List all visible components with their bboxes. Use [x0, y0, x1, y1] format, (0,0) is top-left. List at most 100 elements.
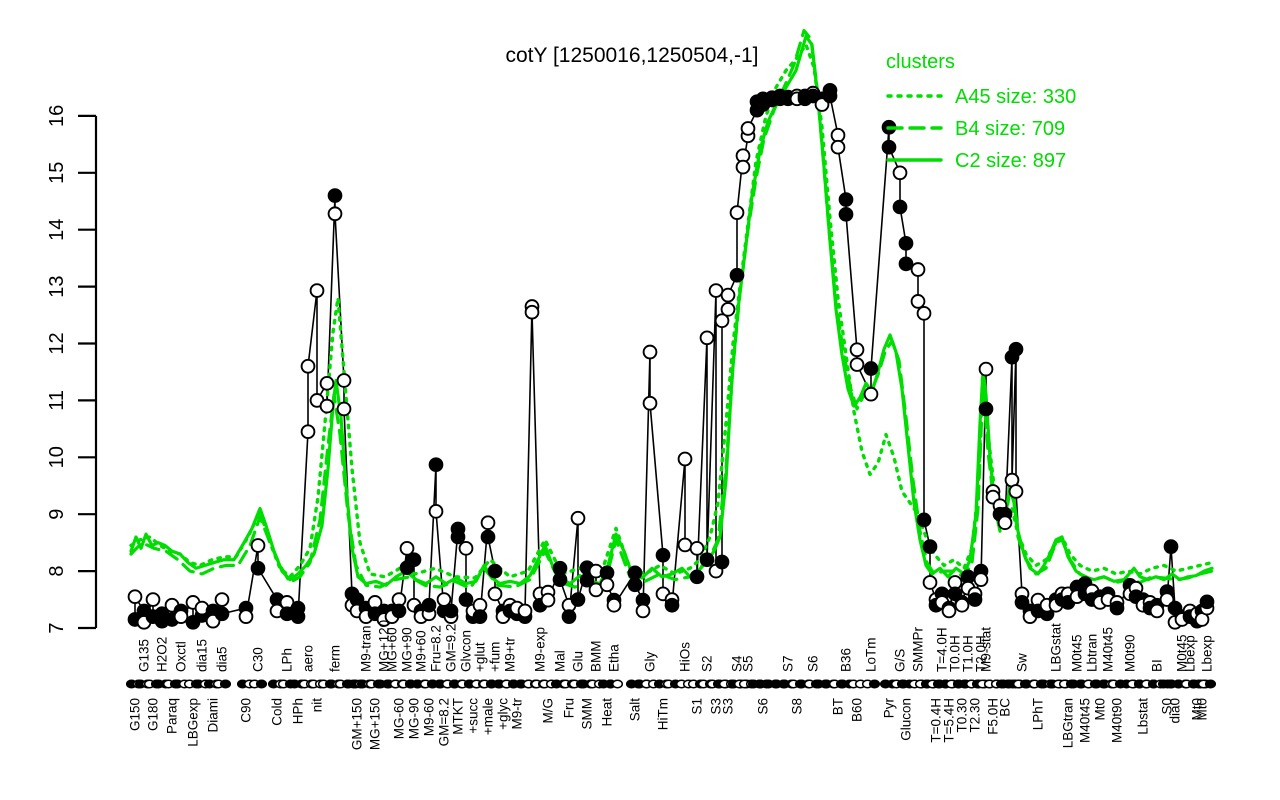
x-axis-condition-label: S5	[741, 655, 756, 672]
x-axis-condition-label: Heat	[600, 698, 615, 727]
x-axis-condition-label: S8	[790, 698, 805, 715]
x-axis-condition-label: HiTm	[656, 698, 671, 730]
chart-title: cotY [1250016,1250504,-1]	[506, 44, 759, 67]
x-axis-condition-label: MG+120	[377, 620, 392, 672]
x-axis-condition-label: GM=9.2	[444, 624, 459, 672]
open-data-point	[714, 313, 730, 329]
x-axis-condition-label: Lbexp	[1200, 635, 1215, 672]
x-axis-condition-label: Etha	[607, 644, 622, 672]
x-axis-condition-label: G150	[128, 698, 143, 731]
filled-data-point	[892, 199, 908, 215]
legend-item-b4: B4 size: 709	[886, 118, 1065, 140]
x-axis-condition-label: Paraq	[165, 698, 180, 734]
filled-data-point	[472, 609, 488, 624]
y-axis: 7 8 9 10 11 12 13 14 15 16	[46, 105, 98, 634]
open-data-point	[238, 609, 254, 624]
open-data-point	[735, 159, 751, 175]
x-axis-condition-label: BC	[998, 698, 1013, 717]
open-data-point	[978, 361, 994, 377]
filled-data-point	[421, 597, 437, 613]
filled-data-point	[967, 592, 983, 607]
open-data-point	[740, 121, 756, 136]
open-data-point	[954, 597, 970, 613]
cluster-lines-layer	[129, 28, 1214, 590]
x-axis-labels-layer: G150 G135 G180 H2O2 Paraq Oxctl LBGexp dia15 Dia…	[128, 620, 1215, 750]
y-axis-tick-label: 9	[46, 509, 68, 520]
x-axis-condition-label: M9-60	[422, 698, 437, 736]
open-data-point	[830, 139, 846, 155]
open-data-point	[599, 577, 615, 593]
x-axis-condition-label: M40t90	[1110, 698, 1125, 743]
x-axis-condition-label: MG+90	[400, 627, 415, 672]
filled-data-point	[699, 552, 715, 568]
x-axis-condition-label: M0t90	[1123, 634, 1138, 672]
y-axis-tick-label: 15	[46, 162, 68, 184]
x-axis-condition-label: MG-90	[407, 698, 422, 739]
legend-title: clusters	[886, 51, 955, 73]
y-axis-tick-label: 13	[46, 275, 68, 297]
x-axis-condition-label: M0t45	[1070, 634, 1085, 672]
filled-data-point	[898, 256, 914, 272]
x-axis-condition-label: M9+60	[414, 630, 429, 672]
x-axis-condition-label: SMMPr	[911, 627, 926, 673]
x-axis-condition-label: T=4.0H	[935, 627, 950, 672]
filled-data-point	[327, 188, 343, 203]
x-axis-condition-label: LPhT	[1031, 698, 1046, 730]
x-axis-condition-label: M40t45	[1078, 698, 1093, 743]
x-axis-condition-label: Salt	[628, 698, 643, 722]
open-data-point	[642, 344, 658, 360]
x-axis-condition-label: S3	[709, 698, 724, 715]
filled-data-point	[214, 606, 230, 622]
y-axis-tick-label: 12	[46, 332, 68, 354]
open-data-point	[642, 395, 658, 411]
x-axis-condition-label: BI	[1150, 659, 1165, 672]
filled-data-point	[250, 560, 266, 576]
open-data-point	[997, 515, 1013, 531]
open-data-point	[336, 401, 352, 417]
open-data-point	[570, 510, 586, 526]
x-axis-condition-label: S7	[781, 655, 796, 672]
open-data-point	[173, 609, 189, 624]
filled-data-point	[480, 529, 496, 545]
x-axis-condition-label: M9-exp	[533, 627, 548, 672]
filled-data-point	[599, 565, 615, 581]
open-data-point	[428, 504, 444, 519]
open-data-point	[830, 127, 846, 143]
strip-sample-marker	[219, 679, 232, 689]
open-data-point	[916, 305, 932, 321]
open-data-point	[1008, 484, 1024, 499]
x-axis-condition-label: G135	[137, 639, 152, 672]
x-axis-condition-label: +succ	[466, 698, 481, 734]
x-axis-condition-label: ferm	[328, 645, 343, 672]
x-axis-condition-label: S2	[700, 655, 715, 672]
x-axis-condition-label: H2O2	[155, 637, 170, 672]
filled-data-point	[487, 563, 503, 579]
x-axis-condition-label: F5.0H	[986, 698, 1001, 735]
x-axis-condition-label: M40t45	[1101, 627, 1116, 672]
x-axis-condition-label: T0.0H	[948, 635, 963, 672]
x-axis-condition-label: MG+60	[385, 627, 400, 672]
open-data-point	[635, 603, 651, 619]
open-data-point	[214, 592, 230, 607]
cluster-line-b4	[129, 28, 1214, 590]
open-data-point	[677, 451, 693, 467]
x-axis-condition-label: +glyc	[496, 698, 511, 730]
open-data-point	[458, 540, 474, 556]
x-axis-condition-label: MTKT	[451, 698, 466, 735]
x-axis-condition-label: LPh	[280, 648, 295, 672]
x-axis-condition-label: dia5	[215, 646, 230, 672]
filled-data-point	[863, 361, 879, 376]
open-data-point	[250, 538, 266, 553]
filled-data-point	[838, 206, 854, 222]
filled-data-point	[664, 597, 680, 613]
y-axis-tick-label: 7	[46, 622, 68, 633]
x-axis-condition-label: M9+tr	[503, 637, 518, 672]
x-axis-condition-label: C30	[251, 647, 266, 672]
filled-data-point	[881, 139, 897, 155]
legend-label-a45: A45 size: 330	[955, 86, 1076, 108]
open-data-point	[922, 575, 938, 590]
open-data-point	[689, 540, 705, 556]
open-data-point	[517, 603, 533, 619]
x-axis-condition-label: HiOs	[678, 642, 693, 672]
